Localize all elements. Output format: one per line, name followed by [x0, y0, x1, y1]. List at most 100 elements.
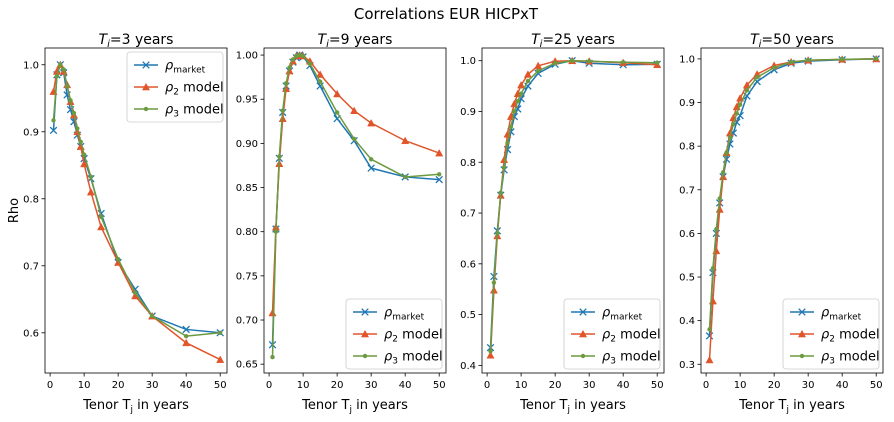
data-point-rho2 [350, 106, 359, 115]
y-tick-label: 0.4 [460, 361, 476, 372]
legend-marker-rho3 [362, 353, 368, 359]
data-point-rho3 [368, 157, 374, 162]
legend: ρmarket ρ2 model ρ3 model [563, 298, 661, 370]
legend-label-rho2: ρ2 model [165, 81, 224, 98]
data-point-rho3 [183, 333, 189, 339]
x-tick-label: 0 [703, 380, 709, 391]
x-tick-label: 10 [297, 380, 310, 391]
data-point-rho2 [523, 70, 532, 78]
chart-panel-1: Ti=3 years 0 10 20 30 40 50 0.6 0.7 0.8 0.9 1.0 Teno… [7, 32, 228, 415]
y-tick-label: 0.7 [460, 209, 476, 220]
legend-marker-rho2 [578, 329, 588, 338]
legend: ρmarket ρ2 model ρ3 model [345, 298, 443, 370]
chart-panel-3: Ti=25 years 0 10 20 30 40 50 0.4 0.5 0.6 0.7 0.8 0.9… [460, 32, 665, 415]
legend-marker-market [798, 308, 806, 316]
y-tick-label: 1.0 [23, 60, 39, 71]
x-tick-label: 20 [768, 380, 781, 391]
y-tick-label: 0.90 [236, 139, 258, 150]
plot-area [268, 50, 444, 360]
y-tick-label: 0.6 [23, 328, 39, 339]
x-tick-label: 40 [180, 380, 193, 391]
legend-box [345, 298, 443, 370]
data-point-rho3 [495, 231, 500, 236]
data-point-rho3 [586, 59, 592, 64]
panel-title: Ti=3 years [99, 32, 174, 50]
data-point-rho3 [873, 56, 879, 62]
data-point-rho3 [707, 327, 712, 332]
data-point-rho2 [216, 355, 225, 363]
data-point-rho3 [217, 330, 223, 335]
data-point-rho3 [58, 62, 63, 67]
y-tick-label: 0.9 [679, 98, 695, 109]
data-point-rho3 [88, 174, 94, 179]
y-tick-label: 0.9 [460, 107, 476, 118]
legend-marker-rho3 [799, 353, 805, 359]
y-tick-label: 0.7 [679, 185, 695, 196]
data-point-rho3 [283, 81, 289, 86]
x-tick-label: 50 [870, 380, 883, 391]
y-tick-label: 0.6 [460, 259, 476, 270]
figure-title: Correlations EUR HICPxT [354, 5, 539, 23]
y-tick-label: 1.0 [460, 56, 476, 67]
x-axis-label: Tenor Tj in years [738, 398, 845, 415]
data-point-market [182, 325, 190, 334]
data-point-rho3 [402, 174, 408, 180]
y-tick-label: 0.5 [679, 273, 695, 284]
x-tick-label: 10 [734, 380, 747, 391]
data-point-rho3 [436, 172, 442, 177]
data-point-rho3 [277, 154, 282, 159]
y-tick-label: 0.3 [679, 360, 695, 371]
data-point-rho2 [705, 355, 714, 364]
data-point-rho3 [714, 226, 719, 232]
x-axis-label: Tenor Tj in years [519, 398, 626, 415]
data-point-rho2 [268, 308, 277, 317]
legend-label-rho2: ρ2 model [602, 328, 661, 345]
x-axis-label: Tenor Tj in years [82, 398, 189, 415]
x-tick-label: 50 [214, 380, 227, 391]
legend-label-market: ρmarket [165, 59, 206, 76]
x-tick-label: 30 [365, 380, 378, 391]
data-point-market [435, 175, 443, 184]
data-point-rho3 [351, 136, 357, 142]
data-point-rho3 [71, 110, 77, 116]
legend-label-rho2: ρ2 model [384, 328, 443, 345]
y-tick-label: 0.6 [679, 229, 695, 240]
data-point-rho3 [317, 79, 323, 84]
x-tick-label: 20 [549, 380, 562, 391]
series-line-rho3 [708, 58, 877, 330]
data-point-rho3 [270, 354, 275, 360]
legend-label-market: ρmarket [602, 306, 643, 323]
x-tick-label: 0 [47, 380, 53, 391]
data-point-rho3 [508, 124, 514, 129]
axes-frame [700, 47, 884, 374]
legend-marker-rho3 [580, 353, 586, 359]
data-point-rho3 [115, 256, 121, 262]
axes-frame [263, 47, 447, 374]
data-point-rho3 [737, 102, 743, 107]
data-point-rho3 [771, 65, 777, 70]
legend-label-rho2: ρ2 model [821, 328, 880, 345]
y-tick-label: 0.75 [236, 271, 258, 282]
x-tick-label: 20 [331, 380, 344, 391]
legend-label-rho3: ρ3 model [602, 350, 661, 367]
x-tick-label: 30 [802, 380, 815, 391]
data-point-rho2 [517, 80, 526, 89]
data-point-rho3 [717, 196, 722, 201]
data-point-rho3 [731, 122, 736, 127]
data-point-rho3 [498, 190, 503, 195]
y-tick-label: 0.7 [23, 261, 39, 272]
axes-frame [44, 47, 228, 374]
legend: ρmarket ρ2 model ρ3 model [126, 51, 224, 123]
data-point-rho3 [839, 57, 845, 62]
y-tick-label: 1.00 [236, 51, 258, 62]
legend-label-market: ρmarket [821, 306, 862, 323]
data-point-rho3 [98, 214, 104, 220]
legend-label-rho3: ρ3 model [821, 350, 880, 367]
data-point-rho2 [401, 136, 410, 145]
data-point-rho3 [287, 65, 292, 70]
data-point-rho3 [491, 280, 497, 285]
y-tick-label: 0.85 [236, 183, 258, 194]
y-tick-label: 0.5 [460, 310, 476, 321]
data-point-rho3 [68, 98, 73, 103]
